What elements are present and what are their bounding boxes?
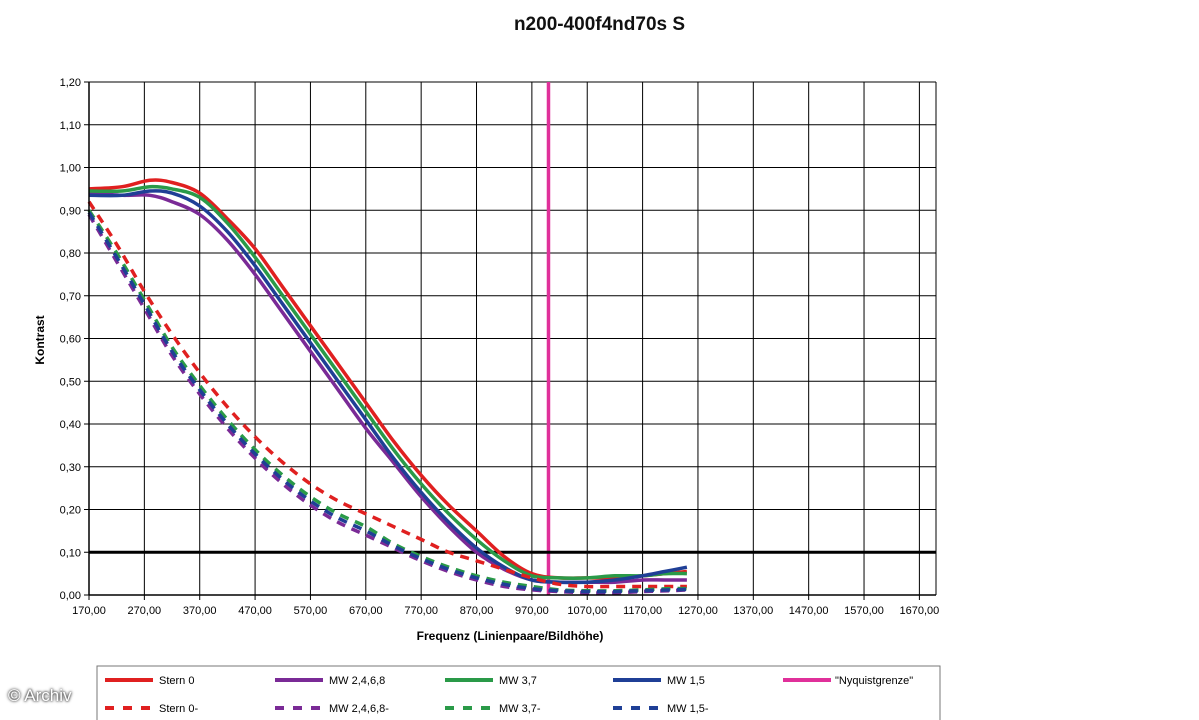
legend-label: Stern 0 — [159, 675, 194, 687]
reference-lines — [89, 82, 936, 595]
legend: Stern 0 MW 2,4,6,8 MW 3,7 MW 1,5 Stern 0- MW … — [96, 665, 941, 720]
x-tick-label: 1170,00 — [623, 605, 662, 617]
series-line — [87, 213, 687, 595]
y-tick-label: 0,30 — [60, 462, 81, 474]
legend-label: "Nyquistgrenze" — [835, 675, 913, 687]
watermark: © Archiv — [8, 686, 72, 705]
legend-label: MW 1,5 — [667, 675, 705, 687]
y-tick-label: 0,20 — [60, 505, 81, 517]
y-tick-label: 1,00 — [60, 163, 81, 175]
x-tick-label: 1370,00 — [733, 605, 773, 617]
y-tick-label: 1,10 — [60, 120, 81, 132]
y-tick-label: 0,00 — [60, 590, 81, 602]
x-tick-label: 770,00 — [404, 605, 438, 617]
x-tick-label: 1670,00 — [900, 605, 940, 617]
legend-label: MW 3,7 — [499, 675, 537, 687]
x-tick-label: 170,00 — [72, 605, 106, 617]
legend-label: MW 3,7- — [499, 703, 541, 715]
chart-title: n200-400f4nd70s S — [513, 14, 686, 35]
x-tick-label: 270,00 — [128, 605, 162, 617]
x-tick-label: 1470,00 — [789, 605, 829, 617]
x-tick-label: 570,00 — [294, 605, 328, 617]
axis-ticks: 170,00 270,00 370,00 470,00 570,00 670,00 770,… — [60, 77, 940, 617]
x-tick-label: 1070,00 — [567, 605, 607, 617]
x-tick-label: 870,00 — [460, 605, 494, 617]
grid-lines — [88, 81, 937, 596]
series-line — [87, 209, 687, 593]
series-lines — [87, 178, 688, 595]
legend-label: MW 2,4,6,8- — [329, 703, 389, 715]
series-line — [87, 211, 687, 594]
y-tick-label: 0,40 — [60, 419, 81, 431]
y-tick-label: 0,90 — [60, 205, 81, 217]
x-tick-label: 970,00 — [515, 605, 549, 617]
x-tick-label: 670,00 — [349, 605, 383, 617]
y-tick-label: 0,80 — [60, 248, 81, 260]
y-tick-label: 0,60 — [60, 334, 81, 346]
legend-label: Stern 0- — [159, 703, 198, 715]
x-tick-label: 1270,00 — [678, 605, 718, 617]
y-axis-label: Kontrast — [33, 315, 47, 364]
x-tick-label: 1570,00 — [844, 605, 884, 617]
series-line — [88, 184, 687, 580]
y-tick-label: 0,10 — [60, 547, 81, 559]
x-tick-label: 370,00 — [183, 605, 217, 617]
series-line — [88, 189, 688, 585]
legend-label: MW 2,4,6,8 — [329, 675, 385, 687]
x-axis-label: Frequenz (Linienpaare/Bildhöhe) — [417, 629, 604, 643]
y-tick-label: 0,50 — [60, 376, 81, 388]
x-tick-label: 470,00 — [238, 605, 272, 617]
y-tick-label: 0,70 — [60, 291, 81, 303]
legend-label: MW 1,5- — [667, 703, 709, 715]
legend-box — [96, 665, 941, 720]
series-line — [88, 178, 688, 580]
series-line — [87, 200, 687, 589]
y-tick-label: 1,20 — [60, 77, 81, 89]
